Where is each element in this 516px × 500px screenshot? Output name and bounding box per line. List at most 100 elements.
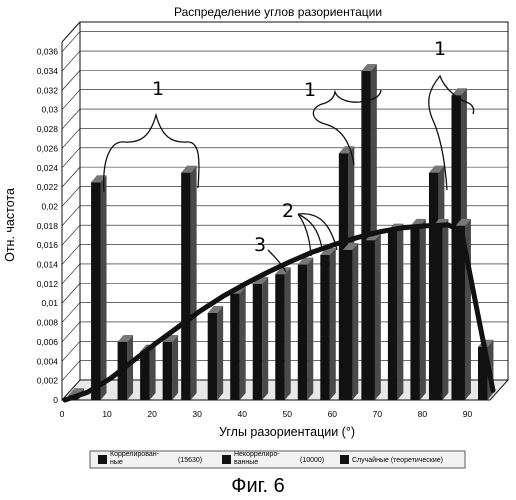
figure-caption: Фиг. 6 xyxy=(231,475,284,497)
y-tick-label: 0,004 xyxy=(37,356,59,366)
x-tick-label: 70 xyxy=(373,409,383,419)
bar-side xyxy=(375,233,381,400)
legend-swatch-correlated xyxy=(98,455,107,464)
bar-side xyxy=(262,277,268,400)
bar-front xyxy=(343,250,352,400)
legend-correlated-count: (15630) xyxy=(178,457,202,464)
x-axis-label: Углы разориентации (°) xyxy=(219,425,355,439)
legend: Коррелирован- ные (15630) Некоррелиро- в… xyxy=(90,451,465,468)
annotation-label-1a: 1 xyxy=(152,78,164,100)
bar-side xyxy=(397,224,403,400)
bar-uncorrelated xyxy=(208,306,223,400)
x-tick-label: 30 xyxy=(192,409,202,419)
gridline-diag xyxy=(62,109,80,129)
chart-title: Распределение углов разориентации xyxy=(174,5,382,19)
bar-uncorrelated xyxy=(320,248,335,400)
y-tick-label: 0,006 xyxy=(37,337,59,347)
legend-uncorrelated-line2: ванные xyxy=(234,459,258,466)
x-tick-label: 0 xyxy=(60,409,65,419)
legend-random: Случайные (теоретические) xyxy=(352,456,443,464)
gridline-diag xyxy=(62,303,80,323)
bar-front xyxy=(275,274,284,400)
gridline-diag xyxy=(62,283,80,303)
bar-front xyxy=(181,173,190,400)
bar-front xyxy=(230,294,239,400)
gridline-diag xyxy=(62,148,80,168)
bar-uncorrelated xyxy=(433,219,448,400)
x-tick-labels: 0102030405060708090 xyxy=(60,409,473,419)
gridline-diag xyxy=(62,70,80,90)
y-tick-label: 0,014 xyxy=(37,260,59,270)
gridline-diag xyxy=(62,341,80,361)
bar-front xyxy=(410,226,419,400)
legend-correlated-line2: ные xyxy=(110,459,123,466)
bar-front xyxy=(163,342,172,400)
x-tick-label: 80 xyxy=(418,409,428,419)
bar-correlated xyxy=(91,175,106,400)
annotation-label-1c: 1 xyxy=(434,38,446,60)
x-tick-label: 40 xyxy=(237,409,247,419)
bar-uncorrelated xyxy=(388,224,403,400)
bar-side xyxy=(420,219,426,400)
bar-uncorrelated xyxy=(298,258,313,400)
annotation-label-2: 2 xyxy=(282,200,294,222)
bar-side xyxy=(442,219,448,400)
y-tick-label: 0,016 xyxy=(37,240,59,250)
y-tick-label: 0,03 xyxy=(41,105,58,115)
y-tick-label: 0,024 xyxy=(37,163,59,173)
y-tick-labels: 00,0020,0040,0060,0080,010,0120,0140,016… xyxy=(37,47,59,405)
x-tick-label: 60 xyxy=(328,409,338,419)
bar-front xyxy=(433,226,442,400)
bar-side xyxy=(240,287,246,400)
bar-uncorrelated xyxy=(365,233,380,400)
gridline-diag xyxy=(62,206,80,226)
x-tick-label: 50 xyxy=(283,409,293,419)
y-tick-label: 0,026 xyxy=(37,143,59,153)
legend-uncorrelated-count: (10000) xyxy=(300,457,324,464)
bar-side xyxy=(352,243,358,400)
annotation-label-1b: 1 xyxy=(304,79,316,101)
legend-correlated-line1: Коррелирован- xyxy=(110,451,160,458)
legend-swatch-uncorrelated xyxy=(222,455,231,464)
bar-uncorrelated xyxy=(230,287,245,400)
bar-side xyxy=(191,166,197,400)
y-axis-label: Отн. частота xyxy=(3,188,17,262)
y-tick-label: 0,008 xyxy=(37,318,59,328)
y-tick-label: 0,028 xyxy=(37,124,59,134)
bar-side xyxy=(172,335,178,400)
bar-side xyxy=(217,306,223,400)
bar-side xyxy=(307,258,313,400)
bar-front xyxy=(298,265,307,400)
y-tick-label: 0,018 xyxy=(37,221,59,231)
bar-front xyxy=(253,284,262,400)
y-tick-label: 0,02 xyxy=(41,201,58,211)
gridline-diag xyxy=(62,128,80,148)
y-tick-label: 0,022 xyxy=(37,182,59,192)
bar-front xyxy=(140,352,149,400)
bar-side xyxy=(150,345,156,400)
bar-uncorrelated xyxy=(163,335,178,400)
x-tick-label: 10 xyxy=(102,409,112,419)
gridline-diag xyxy=(62,225,80,245)
legend-swatch-random xyxy=(340,455,349,464)
bar-side xyxy=(101,175,107,400)
y-tick-label: 0,01 xyxy=(41,298,58,308)
gridline-diag xyxy=(62,245,80,265)
gridline-diag xyxy=(62,361,80,381)
legend-uncorrelated-line1: Некоррелиро- xyxy=(234,451,280,458)
y-tick-label: 0,012 xyxy=(37,279,59,289)
y-tick-label: 0,032 xyxy=(37,85,59,95)
gridline-diag xyxy=(62,264,80,284)
y-tick-label: 0 xyxy=(53,395,58,405)
gridline-diag xyxy=(62,186,80,206)
gridline-diag xyxy=(62,32,80,52)
annotation-label-3: 3 xyxy=(254,234,266,256)
gridline-diag xyxy=(62,167,80,187)
bar-uncorrelated xyxy=(253,277,268,400)
bar-uncorrelated xyxy=(410,219,425,400)
bar-side xyxy=(285,267,291,400)
gridline-diag xyxy=(62,51,80,71)
bar-correlated xyxy=(181,166,196,400)
x-tick-label: 90 xyxy=(463,409,473,419)
